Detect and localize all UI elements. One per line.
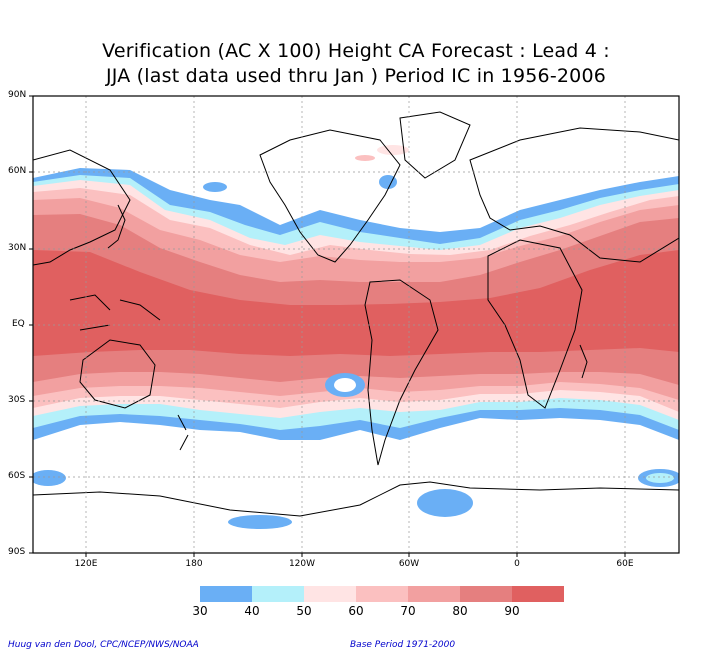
lon-label-120e: 120E xyxy=(74,559,98,569)
blob-natl-pink2 xyxy=(355,155,375,161)
blob-south-ocean-2 xyxy=(33,470,66,486)
map-title-line-2: JJA (last data used thru Jan ) Period IC… xyxy=(105,65,607,87)
lon-label-0: 0 xyxy=(514,559,520,569)
lat-label-90n: 90N xyxy=(8,90,27,100)
colorbar-swatch-6 xyxy=(460,586,512,602)
blob-north-atlantic xyxy=(379,175,397,189)
colorbar-tick-60: 60 xyxy=(348,604,364,618)
colorbar-swatch-7 xyxy=(512,586,564,602)
blob-antarctic-1 xyxy=(417,489,473,517)
blob-pacific-north xyxy=(203,182,227,192)
tropical-band-90 xyxy=(33,250,679,356)
colorbar xyxy=(200,586,564,602)
author-credit: Huug van den Dool, CPC/NCEP/NWS/NOAA xyxy=(8,640,199,650)
base-period-note: Base Period 1971-2000 xyxy=(350,640,456,650)
colorbar-tick-80: 80 xyxy=(452,604,468,618)
colorbar-tick-50: 50 xyxy=(296,604,312,618)
colorbar-tick-30: 30 xyxy=(192,604,208,618)
blob-natl-pink xyxy=(377,145,409,155)
lat-label-90s: 90S xyxy=(8,547,26,557)
lon-label-120w: 120W xyxy=(288,559,316,569)
colorbar-swatch-5 xyxy=(408,586,460,602)
graticule xyxy=(33,96,679,553)
lat-label-60s: 60S xyxy=(8,471,26,481)
colorbar-tick-90: 90 xyxy=(504,604,520,618)
axis-ticks xyxy=(29,95,626,557)
lat-label-30s: 30S xyxy=(8,395,26,405)
lat-label-30n: 30N xyxy=(8,243,27,253)
blob-antarctic-2 xyxy=(228,515,292,529)
colorbar-swatch-3 xyxy=(304,586,356,602)
lat-label-eq: EQ xyxy=(12,319,25,329)
colorbar-tick-40: 40 xyxy=(244,604,260,618)
lon-label-60w: 60W xyxy=(398,559,420,569)
colorbar-swatch-1 xyxy=(200,586,252,602)
colorbar-tick-70: 70 xyxy=(400,604,416,618)
coastlines xyxy=(33,111,679,517)
colorbar-swatch-2 xyxy=(252,586,304,602)
lon-label-180: 180 xyxy=(185,559,203,569)
lat-label-60n: 60N xyxy=(8,166,27,176)
map-fill-layers xyxy=(33,96,679,553)
colorbar-swatch-4 xyxy=(356,586,408,602)
map-title-line-1: Verification (AC X 100) Height CA Foreca… xyxy=(102,40,610,62)
lon-label-60e: 60E xyxy=(616,559,634,569)
